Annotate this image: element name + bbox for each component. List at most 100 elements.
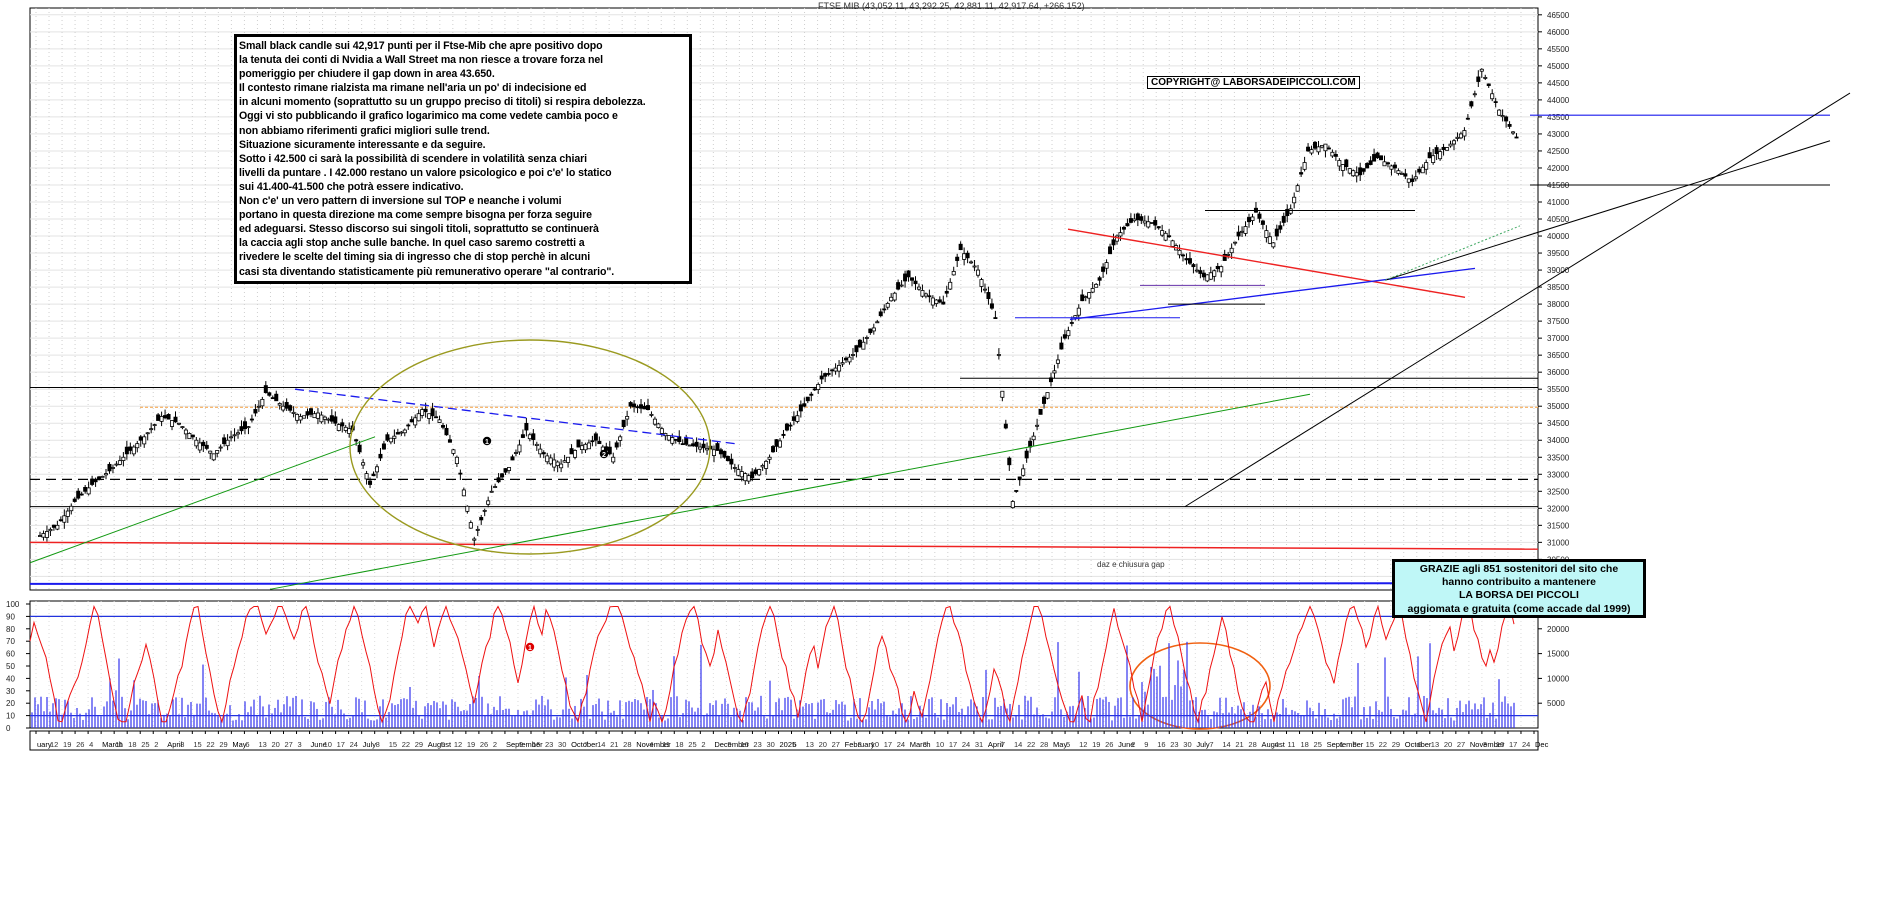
x-tick-label: 2 (1131, 740, 1135, 749)
note-line: ed adeguarsi. Stesso discorso sui singol… (239, 223, 599, 236)
x-tick-label: 17 (884, 740, 892, 749)
candle-body (308, 408, 313, 415)
candle-body (871, 327, 876, 332)
candle-body (1483, 77, 1488, 79)
y-tick-label: 38000 (1547, 300, 1570, 309)
dotted-trendline (1384, 225, 1521, 281)
candle-body (1243, 226, 1248, 234)
candle-body (916, 286, 921, 290)
candle-body (97, 476, 102, 480)
x-tick-label: 10 (1496, 740, 1504, 749)
candle-body (1066, 330, 1071, 337)
x-tick-label: 21 (610, 740, 618, 749)
candle-body (1399, 173, 1404, 175)
x-tick-label: 20 (1444, 740, 1452, 749)
candle-body (454, 456, 459, 464)
y-tick-label: 36000 (1547, 368, 1570, 377)
candle-body (413, 417, 418, 426)
candle-body (1233, 241, 1238, 244)
x-tick-label: 23 (1170, 740, 1178, 749)
candle-body (1323, 143, 1328, 152)
x-tick-label: 30 (558, 740, 566, 749)
red-trendline (1067, 228, 1466, 298)
candle-body (475, 529, 480, 531)
x-tick-label: 22 (402, 740, 410, 749)
candle-body (430, 408, 435, 417)
candle-body (774, 439, 779, 447)
y-tick-label: 34000 (1547, 436, 1570, 445)
marker-dot (599, 449, 609, 459)
x-tick-label: 24 (1522, 740, 1530, 749)
candle-body (388, 437, 393, 443)
candle-body (1194, 269, 1199, 272)
candle-body (1490, 93, 1495, 100)
blue-trendline (1069, 267, 1476, 321)
candle-body (930, 297, 935, 306)
candle-body (69, 505, 74, 512)
candle-body (156, 414, 161, 421)
candle-body (145, 432, 150, 435)
candle-body (913, 280, 918, 285)
x-tick-label: October (1405, 740, 1432, 749)
candle-body (1132, 218, 1137, 222)
candle-body (718, 449, 723, 455)
support-red-line (29, 541, 1539, 550)
candle-body (670, 437, 675, 444)
x-tick-label: 2 (701, 740, 705, 749)
candle-body (816, 384, 821, 390)
osc-tick-label: 80 (6, 625, 15, 634)
x-tick-label: 14 (1222, 740, 1230, 749)
y-tick-label: 44000 (1547, 96, 1570, 105)
osc-tick-label: 30 (6, 687, 15, 696)
candle-body (1417, 168, 1422, 173)
candle-body (378, 453, 383, 459)
candle-body (524, 422, 529, 431)
candle-body (340, 422, 345, 427)
x-tick-label: 16 (532, 740, 540, 749)
candle-body (215, 450, 220, 454)
x-tick-label: 16 (740, 740, 748, 749)
candle-body (826, 373, 831, 375)
candle-body (434, 416, 439, 419)
candle-body (1031, 435, 1036, 441)
candle-body (427, 413, 432, 419)
osc-tick-label: 40 (6, 674, 15, 683)
candle-body (239, 426, 244, 432)
candle-body (1448, 143, 1453, 147)
osc-tick-label: 70 (6, 637, 15, 646)
candle-body (757, 469, 762, 476)
y-tick-label: 46500 (1547, 11, 1570, 20)
candle-body (222, 437, 227, 445)
candle-body (1507, 123, 1512, 127)
note-line: livelli da puntare . I 42.000 restano un… (239, 166, 612, 179)
x-tick-label: 11 (1288, 740, 1296, 749)
candle-body (784, 423, 789, 431)
candle-body (920, 290, 925, 297)
candle-body (1191, 264, 1196, 268)
candle-body (1097, 277, 1102, 281)
candle-body (406, 424, 411, 427)
osc-tick-label: 10 (6, 712, 15, 721)
candle-body (472, 538, 477, 541)
note-line: Oggi vi sto pubblicando il grafico logar… (239, 110, 618, 123)
candle-body (892, 292, 897, 301)
candle-body (392, 435, 397, 439)
candle-body (889, 296, 894, 302)
x-tick-label: 4 (89, 740, 93, 749)
candle-body (163, 415, 168, 419)
candle-body (948, 281, 953, 290)
candle-body (1347, 168, 1352, 174)
x-tick-label: February (845, 740, 875, 749)
candle-body (1219, 266, 1224, 273)
candle-body (170, 420, 175, 427)
x-tick-label: 5 (441, 740, 445, 749)
candle-body (183, 429, 188, 435)
candle-body (1372, 154, 1377, 162)
candle-body (1229, 247, 1234, 254)
orange-ellipse (1129, 642, 1271, 730)
y-tick-label: 44500 (1547, 79, 1570, 88)
candle-body (166, 414, 171, 420)
y-tick-label: 43500 (1547, 113, 1570, 122)
candle-body (1267, 236, 1272, 244)
x-tick-label: 11 (662, 740, 670, 749)
